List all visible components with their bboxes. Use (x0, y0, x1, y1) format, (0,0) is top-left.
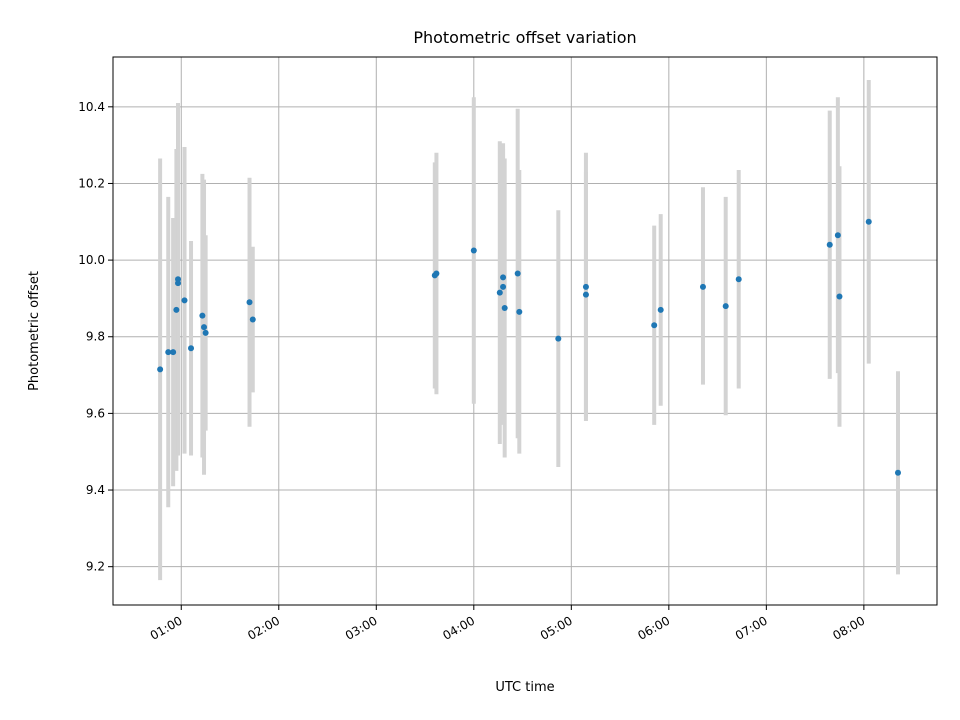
data-point (699, 283, 706, 290)
data-point (165, 349, 172, 356)
data-point (175, 280, 182, 287)
y-tick-label: 10.4 (78, 100, 105, 114)
data-point (249, 316, 256, 323)
data-points (157, 218, 901, 476)
plot-frame (112, 56, 938, 606)
data-point (157, 366, 164, 373)
y-axis-label: Photometric offset (27, 271, 42, 391)
y-tick-label: 9.6 (86, 406, 105, 420)
data-point (516, 308, 523, 315)
chart-title: Photometric offset variation (413, 28, 636, 47)
data-point (894, 469, 901, 476)
data-point (181, 297, 188, 304)
data-point (514, 270, 521, 277)
data-point (651, 322, 658, 329)
data-point (722, 303, 729, 310)
data-point (202, 329, 209, 336)
data-point (470, 247, 477, 254)
data-point (582, 283, 589, 290)
data-point (657, 306, 664, 313)
data-point (188, 345, 195, 352)
data-point (865, 218, 872, 225)
data-point (170, 349, 177, 356)
data-point (500, 274, 507, 281)
y-tick-label: 10.0 (78, 253, 105, 267)
data-point (826, 241, 833, 248)
data-point (501, 305, 508, 312)
y-tick-label: 10.2 (78, 176, 105, 190)
data-point (735, 276, 742, 283)
data-point (433, 270, 440, 277)
y-tick-label: 9.4 (86, 483, 105, 497)
data-point (496, 289, 503, 296)
data-point (246, 299, 253, 306)
x-axis-label: UTC time (495, 680, 554, 695)
y-tick-label: 9.8 (86, 330, 105, 344)
data-point (500, 283, 507, 290)
data-point (582, 291, 589, 298)
data-point (201, 324, 208, 331)
data-point (199, 312, 206, 319)
data-point (555, 335, 562, 342)
y-axis-ticks: 9.2 9.4 9.6 9.8 10.0 10.2 10.4 (78, 100, 113, 574)
data-point (834, 232, 841, 239)
data-point (173, 306, 180, 313)
data-point (836, 293, 843, 300)
y-tick-label: 9.2 (86, 560, 105, 574)
